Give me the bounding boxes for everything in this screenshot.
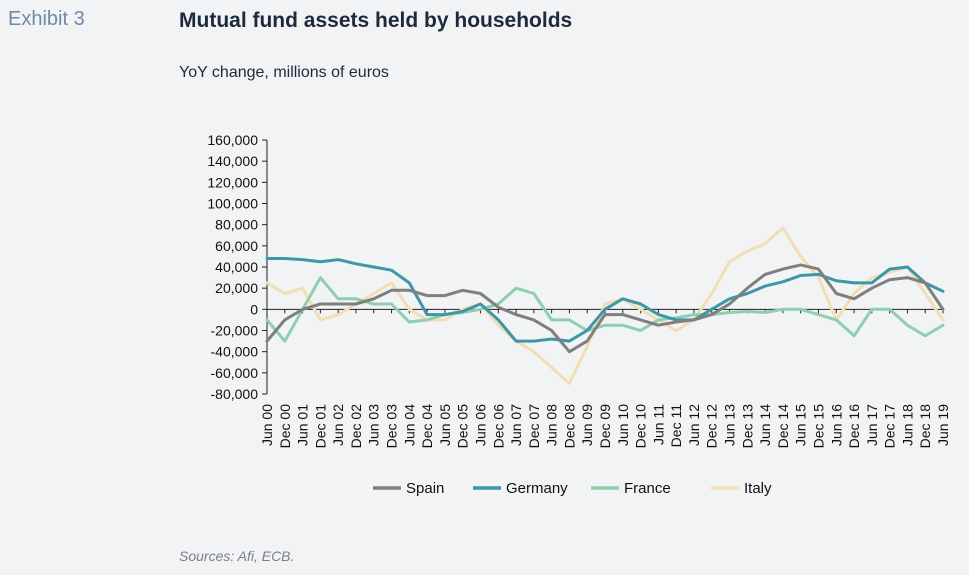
- legend-label-germany: Germany: [506, 480, 568, 497]
- x-axis: Jun 00 Dec 00 Jun 01 Dec 01 Jun 02 Dec 02 Jun …: [259, 308, 951, 449]
- y-tick-label: 60,000: [215, 238, 258, 254]
- legend: Spain Germany France Italy: [373, 480, 772, 497]
- x-tick-label: Dec 15: [810, 404, 826, 449]
- y-tick-label: 0: [250, 301, 258, 317]
- y-tick-label: 160,000: [207, 132, 258, 148]
- x-tick-label: Jun 11: [650, 404, 666, 445]
- series-line-spain: [265, 263, 945, 354]
- x-tick-label: Jun 01: [295, 404, 311, 446]
- y-tick-label: 20,000: [215, 280, 258, 296]
- y-tick-label: -80,000: [211, 386, 259, 402]
- x-tick-label: Jun 08: [544, 404, 560, 446]
- x-tick-label: Jun 16: [828, 404, 844, 446]
- x-tick-label: Dec 07: [526, 404, 542, 449]
- y-tick-label: 80,000: [215, 217, 258, 233]
- y-tick-label: -20,000: [211, 323, 259, 339]
- y-tick-label: -60,000: [211, 365, 259, 381]
- x-tick-label: Jun 13: [722, 404, 738, 446]
- y-tick-label: 140,000: [207, 153, 258, 169]
- x-tick-label: Dec 03: [384, 404, 400, 449]
- series-line-france: [265, 276, 945, 343]
- series-layer: [265, 226, 945, 385]
- x-tick-label: Jun 12: [686, 404, 702, 446]
- x-tick-label: Jun 14: [757, 404, 773, 446]
- x-tick-label: Jun 02: [330, 404, 346, 446]
- x-tick-label: Jun 19: [935, 404, 951, 446]
- x-tick-label: Dec 14: [775, 404, 791, 449]
- series-line-italy: [265, 226, 945, 385]
- x-tick-label: Jun 07: [508, 404, 524, 446]
- y-tick-label: 100,000: [207, 196, 258, 212]
- x-tick-label: Dec 01: [312, 404, 328, 449]
- x-tick-label: Jun 06: [472, 404, 488, 446]
- chart-title: Mutual fund assets held by households: [179, 9, 573, 32]
- x-tick-label: Dec 06: [490, 404, 506, 449]
- x-tick-label: Dec 10: [633, 404, 649, 449]
- x-tick-label: Jun 03: [366, 404, 382, 446]
- x-tick-label: Dec 05: [455, 404, 471, 449]
- y-tick-label: -40,000: [211, 344, 259, 360]
- x-tick-label: Dec 00: [277, 404, 293, 449]
- x-tick-label: Jun 04: [401, 404, 417, 446]
- x-tick-label: Jun 17: [864, 404, 880, 446]
- x-tick-label: Dec 04: [419, 404, 435, 449]
- legend-label-italy: Italy: [744, 480, 772, 497]
- x-tick-label: Jun 18: [899, 404, 915, 446]
- legend-label-spain: Spain: [406, 480, 444, 497]
- x-tick-label: Dec 18: [917, 404, 933, 449]
- line-chart: 160,000 140,000 120,000 100,000 80,000 60,000…: [207, 132, 951, 497]
- x-tick-label: Dec 12: [704, 404, 720, 449]
- y-tick-label: 120,000: [207, 174, 258, 190]
- chart-subtitle: YoY change, millions of euros: [179, 64, 389, 81]
- x-tick-label: Jun 15: [793, 404, 809, 446]
- x-tick-label: Dec 16: [846, 404, 862, 449]
- x-tick-label: Jun 00: [259, 404, 275, 446]
- x-tick-label: Dec 02: [348, 404, 364, 449]
- series-line-germany: [265, 257, 945, 343]
- x-tick-label: Dec 17: [882, 404, 898, 449]
- x-tick-label: Jun 09: [579, 404, 595, 446]
- sources-note: Sources: Afi, ECB.: [179, 548, 295, 564]
- x-tick-label: Dec 11: [668, 404, 684, 448]
- y-axis: 160,000 140,000 120,000 100,000 80,000 60,000…: [207, 132, 268, 402]
- legend-label-france: France: [624, 480, 671, 497]
- exhibit-label: Exhibit 3: [8, 8, 85, 30]
- x-tick-label: Dec 09: [597, 404, 613, 449]
- x-tick-label: Dec 08: [561, 404, 577, 449]
- x-tick-label: Jun 10: [615, 404, 631, 446]
- x-tick-label: Dec 13: [739, 404, 755, 449]
- y-tick-label: 40,000: [215, 259, 258, 275]
- x-tick-label: Jun 05: [437, 404, 453, 446]
